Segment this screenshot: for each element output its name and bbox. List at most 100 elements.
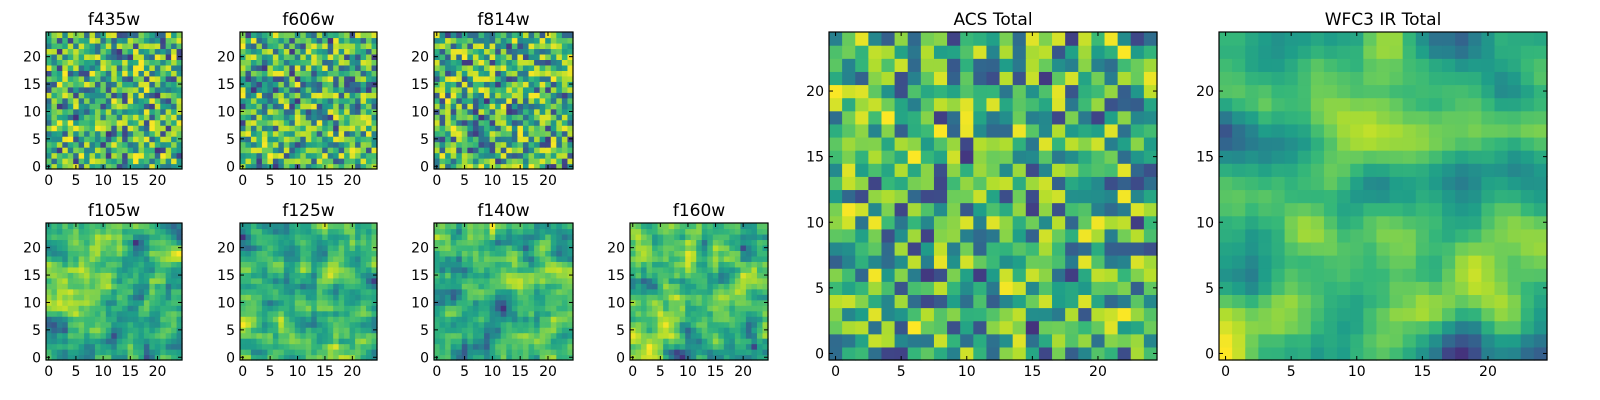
heatmap-cell: [723, 294, 730, 301]
heatmap-cell: [316, 136, 323, 143]
heatmap-cell: [100, 130, 107, 137]
heatmap-cell: [517, 343, 524, 350]
heatmap-cell: [154, 228, 161, 235]
heatmap-cell: [550, 239, 557, 246]
heatmap-cell: [999, 241, 1014, 256]
heatmap-cell: [371, 310, 378, 317]
heatmap-cell: [1052, 176, 1066, 191]
heatmap-cell: [456, 141, 463, 148]
heatmap-cell: [434, 64, 441, 71]
heatmap-cell: [472, 130, 480, 137]
heatmap-cell: [143, 103, 150, 110]
heatmap-cell: [371, 152, 378, 159]
heatmap-cell: [756, 255, 764, 262]
heatmap-cell: [73, 114, 80, 121]
heatmap-cell: [366, 125, 373, 132]
heatmap-cell: [84, 152, 91, 159]
heatmap-cell: [511, 119, 518, 126]
heatmap-cell: [707, 255, 714, 262]
heatmap-cell: [366, 349, 373, 356]
heatmap-cell: [528, 136, 535, 143]
heatmap-cell: [472, 32, 480, 39]
heatmap-cell: [122, 332, 129, 339]
heatmap-cell: [278, 239, 285, 246]
heatmap-cell: [171, 59, 178, 66]
heatmap-cell: [729, 228, 736, 235]
heatmap-cell: [100, 250, 107, 257]
heatmap-cell: [907, 176, 922, 191]
heatmap-cell: [484, 305, 491, 312]
heatmap-cell: [344, 223, 351, 230]
heatmap-cell: [484, 299, 491, 306]
heatmap-cell: [245, 261, 252, 268]
heatmap-cell: [484, 272, 491, 279]
heatmap-cell: [56, 228, 63, 235]
heatmap-cell: [344, 239, 351, 246]
heatmap-cell: [165, 92, 172, 99]
heatmap-cell: [283, 288, 290, 295]
heatmap-cell: [154, 294, 161, 301]
heatmap-cell: [517, 53, 524, 60]
heatmap-cell: [105, 130, 112, 137]
heatmap-cell: [78, 158, 85, 165]
heatmap-cell: [84, 332, 91, 339]
heatmap-cell: [445, 244, 452, 251]
y-tick-label: 20: [23, 241, 41, 257]
heatmap-cell: [149, 64, 156, 71]
heatmap-cell: [261, 141, 268, 148]
heatmap-cell: [245, 305, 252, 312]
heatmap-cell: [528, 299, 535, 306]
heatmap-cell: [283, 136, 290, 143]
heatmap-cell: [344, 321, 351, 328]
heatmap-cell: [495, 228, 502, 235]
heatmap-cell: [461, 53, 468, 60]
heatmap-cell: [933, 241, 948, 256]
heatmap-cell: [176, 141, 183, 148]
heatmap-cell: [327, 283, 334, 290]
heatmap-cell: [122, 266, 129, 273]
heatmap-cell: [718, 244, 725, 251]
heatmap-cell: [305, 141, 312, 148]
heatmap-cell: [534, 228, 541, 235]
heatmap-cell: [111, 250, 118, 257]
heatmap-cell: [701, 321, 708, 328]
heatmap-cell: [56, 32, 63, 39]
heatmap-cell: [561, 316, 569, 323]
heatmap-cell: [67, 266, 74, 273]
heatmap-cell: [550, 119, 557, 126]
heatmap-cell: [100, 136, 107, 143]
heatmap-cell: [171, 277, 178, 284]
heatmap-cell: [528, 103, 535, 110]
heatmap-cell: [641, 349, 648, 356]
heatmap-cell: [696, 255, 703, 262]
heatmap-cell: [89, 310, 96, 317]
heatmap-cell: [154, 272, 161, 279]
heatmap-cell: [143, 255, 150, 262]
heatmap-cell: [556, 163, 563, 170]
heatmap-cell: [450, 321, 457, 328]
heatmap-cell: [171, 255, 178, 262]
heatmap-cell: [56, 70, 63, 77]
heatmap-cell: [149, 130, 156, 137]
heatmap-cell: [116, 244, 123, 251]
heatmap-cell: [154, 92, 161, 99]
heatmap-cell: [484, 103, 491, 110]
heatmap-cell: [489, 239, 496, 246]
heatmap-cell: [522, 64, 530, 71]
heatmap-cell: [133, 158, 140, 165]
heatmap-cell: [511, 316, 518, 323]
heatmap-cell: [133, 332, 140, 339]
heatmap-cell: [338, 349, 345, 356]
heatmap-cell: [154, 288, 161, 295]
heatmap-cell: [56, 152, 63, 159]
heatmap-cell: [105, 64, 112, 71]
heatmap-cell: [272, 266, 279, 273]
heatmap-cell: [300, 261, 307, 268]
heatmap-cell: [707, 223, 714, 230]
heatmap-cell: [723, 305, 730, 312]
heatmap-cell: [489, 64, 496, 71]
heatmap-cell: [100, 141, 107, 148]
heatmap-cell: [300, 163, 307, 170]
heatmap-cell: [250, 255, 258, 262]
heatmap-cell: [745, 266, 753, 273]
